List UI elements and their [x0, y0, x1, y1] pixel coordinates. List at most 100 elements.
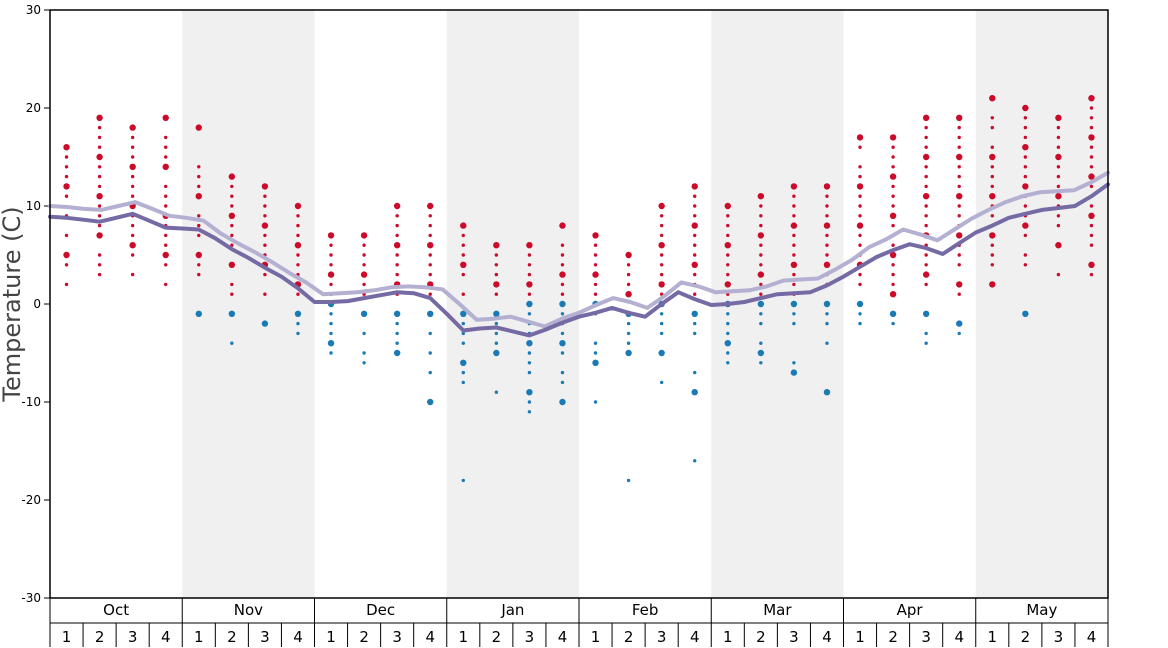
warm-dot — [428, 214, 432, 218]
warm-dot — [263, 233, 267, 238]
cold-dot — [726, 331, 730, 336]
warm-dot — [659, 214, 664, 218]
cold-dot — [494, 331, 499, 336]
cold-dot — [327, 340, 335, 347]
cold-dot — [924, 331, 928, 336]
warm-dot — [990, 116, 994, 120]
warm-dot — [230, 184, 234, 189]
warm-dot — [924, 165, 928, 169]
warm-dot — [856, 222, 864, 229]
warm-dot — [990, 214, 994, 218]
warm-dot — [527, 272, 532, 277]
warm-dot — [460, 261, 467, 268]
cold-dot — [296, 321, 300, 326]
warm-dot — [64, 174, 69, 179]
warm-dot — [891, 184, 895, 189]
warm-dot — [130, 253, 135, 257]
cold-dot — [659, 312, 664, 316]
cold-dot — [461, 370, 465, 375]
warm-dot — [63, 251, 70, 259]
warm-dot — [130, 194, 135, 198]
warm-dot — [1089, 233, 1094, 238]
warm-dot — [1023, 174, 1028, 179]
week-label: 4 — [161, 628, 171, 646]
cold-dot — [759, 361, 763, 365]
week-label: 4 — [1087, 628, 1097, 646]
warm-dot — [1056, 125, 1061, 130]
warm-dot — [1023, 155, 1028, 159]
cold-dot — [559, 340, 566, 347]
warm-dot — [626, 272, 631, 277]
warm-dot — [97, 174, 102, 179]
week-label: 4 — [822, 628, 832, 646]
warm-dot — [164, 263, 168, 267]
warm-dot — [296, 292, 300, 296]
cold-dot — [1022, 310, 1029, 317]
warm-dot — [825, 204, 829, 208]
warm-dot — [162, 163, 169, 170]
warm-dot — [230, 292, 234, 296]
warm-dot — [96, 193, 103, 200]
y-tick-label: -30 — [21, 591, 41, 605]
cold-dot — [790, 369, 798, 376]
warm-dot — [362, 253, 366, 257]
cold-dot — [526, 389, 533, 396]
warm-dot — [957, 125, 961, 130]
cold-dot — [658, 349, 665, 357]
warm-dot — [792, 282, 796, 287]
y-tick-label: 10 — [26, 199, 41, 213]
warm-dot — [825, 214, 829, 218]
cold-dot — [427, 310, 434, 317]
warm-dot — [658, 281, 665, 288]
warm-dot — [891, 194, 895, 198]
warm-dot — [97, 135, 102, 140]
warm-dot — [990, 243, 994, 247]
warm-dot — [263, 194, 267, 198]
warm-dot — [989, 95, 996, 102]
cold-dot — [494, 341, 499, 345]
cold-dot — [559, 300, 566, 308]
warm-dot — [626, 282, 631, 287]
warm-dot — [527, 292, 532, 296]
warm-dot — [130, 184, 135, 189]
warm-dot — [1056, 174, 1061, 179]
warm-dot — [96, 153, 103, 161]
cold-dot — [691, 389, 698, 396]
warm-dot — [494, 292, 499, 296]
week-label: 2 — [492, 628, 502, 646]
cold-dot — [626, 341, 631, 345]
warm-dot — [230, 204, 234, 208]
warm-dot — [792, 194, 796, 198]
cold-dot — [825, 341, 829, 345]
warm-dot — [329, 282, 333, 287]
warm-dot — [1056, 145, 1061, 149]
warm-dot — [97, 223, 102, 228]
warm-dot — [63, 183, 70, 190]
warm-dot — [891, 272, 895, 277]
week-label: 1 — [591, 628, 601, 646]
cold-dot — [693, 331, 697, 336]
warm-dot — [64, 282, 69, 287]
warm-dot — [1089, 204, 1094, 208]
warm-dot — [924, 223, 928, 228]
cold-dot — [395, 331, 399, 336]
warm-dot — [1023, 253, 1028, 257]
warm-dot — [395, 272, 399, 277]
warm-dot — [957, 253, 961, 257]
warm-dot — [261, 222, 269, 229]
week-label: 1 — [194, 628, 204, 646]
warm-dot — [792, 214, 796, 218]
warm-dot — [97, 165, 102, 169]
warm-dot — [296, 253, 300, 257]
warm-dot — [825, 194, 829, 198]
warm-dot — [957, 135, 961, 140]
warm-dot — [956, 193, 963, 200]
warm-dot — [197, 272, 201, 277]
warm-dot — [693, 204, 697, 208]
warm-dot — [197, 263, 201, 267]
warm-dot — [989, 153, 996, 161]
warm-dot — [230, 233, 234, 238]
cold-dot — [625, 349, 632, 357]
warm-dot — [261, 183, 269, 190]
warm-dot — [228, 173, 236, 180]
